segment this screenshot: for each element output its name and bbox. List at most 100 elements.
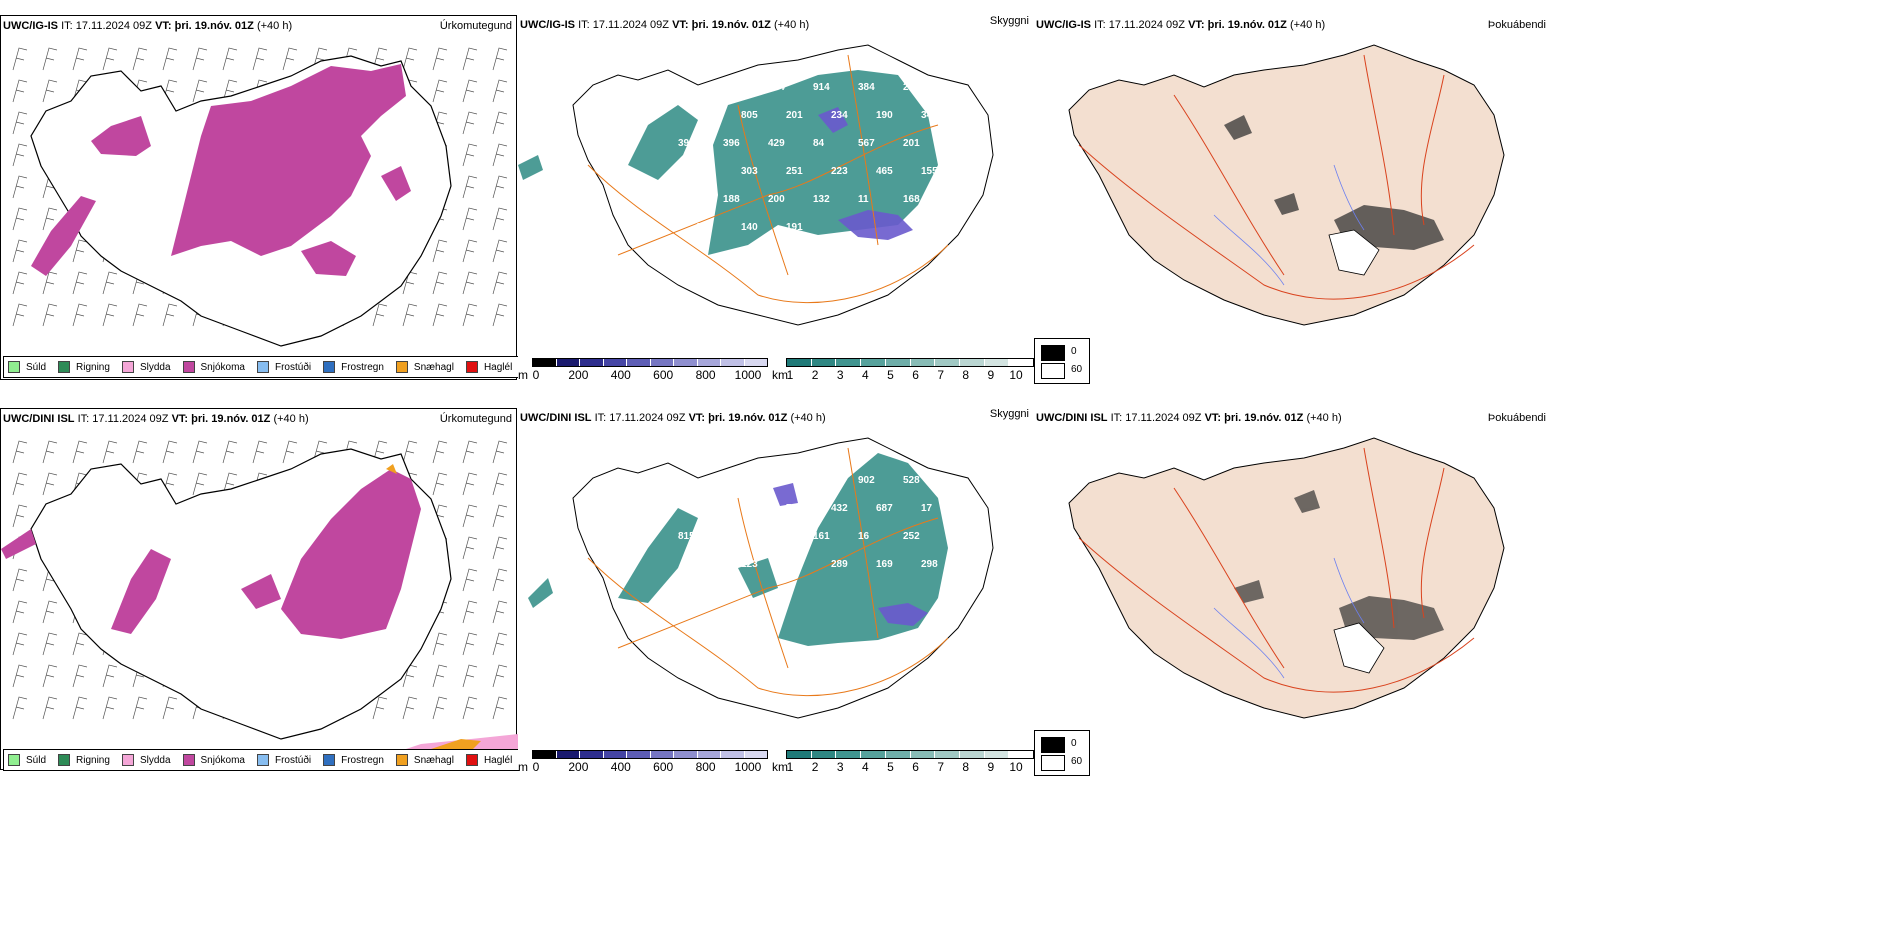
wind-barb — [12, 632, 28, 656]
colorbar-segment — [836, 359, 862, 366]
visibility-labels: 313 342 185 11 902 528 264 386 79 432 687 17 815 262 8… — [678, 475, 938, 598]
panel-title: Skyggni — [989, 15, 1029, 27]
panel-header: UWC/DINI ISL IT: 17.11.2024 09Z VT: þri.… — [3, 413, 309, 425]
roads — [587, 447, 949, 697]
panel-header: UWC/IG-IS IT: 17.11.2024 09Z VT: þri. 19… — [3, 20, 293, 32]
wind-barb — [402, 47, 418, 71]
legend-item: Slydda — [121, 754, 171, 766]
wind-barb — [162, 440, 178, 464]
legend-label: Slydda — [139, 754, 171, 766]
colorbar-segment — [959, 359, 985, 366]
wind-barb — [12, 79, 28, 103]
colorbar-segment — [650, 359, 674, 366]
legend-label: Snæhagl — [413, 361, 454, 373]
legend-label: Rigning — [76, 361, 110, 373]
colorbar-segment — [787, 751, 812, 758]
fog-rivers — [1213, 557, 1365, 679]
wind-barb — [462, 143, 478, 167]
visibility-teal-areas — [518, 70, 938, 255]
visibility-label: 805 — [741, 110, 758, 121]
wind-barb — [462, 207, 478, 231]
visibility-label: 252 — [903, 531, 920, 542]
colorbar-km: km 1 2 3 4 5 6 7 8 9 10 — [772, 358, 1034, 382]
legend-item: Frostúði — [256, 754, 311, 766]
legend-swatch — [8, 361, 20, 373]
colorbar-segment — [674, 359, 698, 366]
colorbar-segment — [836, 751, 862, 758]
visibility-label: 914 — [813, 82, 830, 93]
wind-barb — [42, 600, 58, 624]
wind-barb — [42, 696, 58, 720]
visibility-label: 190 — [876, 110, 893, 121]
colorbar-tick: 6 — [912, 368, 919, 382]
colorbar-segment — [1009, 359, 1034, 366]
wind-barb — [462, 664, 478, 688]
wind-barb — [132, 47, 148, 71]
wind-barb — [222, 47, 238, 71]
colorbar-segment — [910, 751, 936, 758]
colorbar-tick: 1000 — [734, 760, 762, 774]
wind-barb — [12, 47, 28, 71]
colorbar-segment — [697, 751, 721, 758]
panel-header: UWC/IG-IS IT: 17.11.2024 09Z VT: þri. 19… — [1036, 19, 1326, 31]
wind-barb — [492, 664, 508, 688]
wind-barb — [282, 47, 298, 71]
wind-barb — [72, 664, 88, 688]
wind-barb — [372, 696, 388, 720]
legend-swatch — [58, 754, 71, 766]
visibility-purple-areas — [773, 483, 928, 626]
legend-swatch — [58, 361, 71, 373]
precip-legend: Súld Rigning Slydda Snjókoma Frostúði Frostre… — [3, 749, 520, 771]
visibility-label: 16 — [858, 531, 870, 542]
wind-barb — [372, 47, 388, 71]
wind-barb — [492, 504, 508, 528]
wind-barb — [462, 440, 478, 464]
visibility-label: 474 — [678, 587, 695, 598]
fog-rivers — [1213, 164, 1365, 286]
colorbar-segment — [744, 359, 767, 366]
wind-barb — [42, 207, 58, 231]
colorbar-segment — [910, 359, 936, 366]
wind-barb — [462, 696, 478, 720]
wind-barb — [102, 303, 118, 327]
wind-barb — [42, 47, 58, 71]
wind-barb — [72, 47, 88, 71]
colorbar-tick: 10 — [1009, 368, 1023, 382]
legend-swatch — [465, 361, 478, 373]
wind-barb — [222, 472, 238, 496]
wind-barb — [492, 79, 508, 103]
legend-item: Súld — [8, 754, 46, 766]
visibility-label: 815 — [678, 531, 695, 542]
colorbar-tick: 0 — [532, 760, 540, 774]
legend-swatch — [256, 361, 269, 373]
colorbar-segment — [984, 751, 1010, 758]
colorbar-segment — [984, 359, 1010, 366]
wind-barb — [12, 207, 28, 231]
colorbar-tick: 3 — [836, 368, 844, 382]
visibility-label: 444 — [696, 166, 713, 177]
wind-barb — [402, 440, 418, 464]
wind-barb — [102, 696, 118, 720]
iceland-land — [1068, 44, 1505, 326]
visibility-panel-row1: UWC/IG-IS IT: 17.11.2024 09Z VT: þri. 19… — [518, 15, 1034, 382]
colorbar-tick: 600 — [653, 760, 674, 774]
wind-barb — [42, 472, 58, 496]
colorbar-segment — [697, 359, 721, 366]
colorbar-segment — [533, 751, 557, 758]
colorbar-segment — [935, 359, 960, 366]
colorbar-tick: 1 — [786, 760, 794, 774]
fog-roads — [1078, 447, 1475, 693]
visibility-label: 342 — [723, 475, 740, 486]
wind-barb — [12, 472, 28, 496]
colorbar-segment — [627, 751, 651, 758]
wind-barb — [162, 303, 178, 327]
colorbar-segment — [556, 751, 580, 758]
visibility-label: 565 — [723, 82, 740, 93]
visibility-label: 432 — [831, 503, 848, 514]
visibility-label: 191 — [786, 222, 803, 233]
wind-barb — [72, 239, 88, 263]
wind-barb — [372, 440, 388, 464]
visibility-label: 161 — [813, 531, 830, 542]
colorbar-tick: 200 — [568, 368, 589, 382]
legend-swatch — [8, 754, 20, 766]
